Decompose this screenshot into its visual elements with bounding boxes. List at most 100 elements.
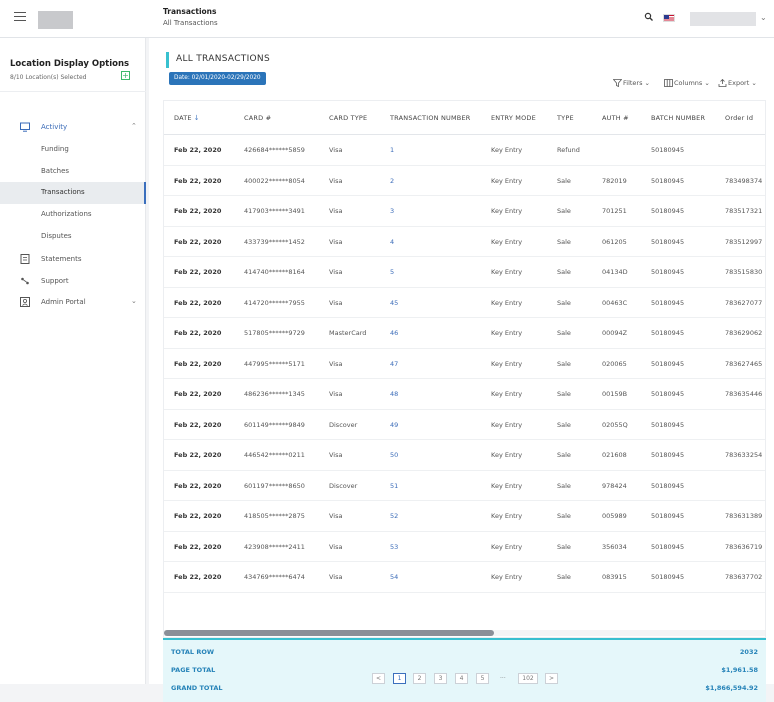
page-2-button[interactable]: 2 xyxy=(413,673,426,684)
chevron-down-icon[interactable]: ⌄ xyxy=(760,13,767,22)
cell-card-number: 601149******9849 xyxy=(244,420,305,429)
grand-total-value: $1,866,594.92 xyxy=(705,684,758,692)
table-row[interactable]: Feb 22, 2020 434769******6474 Visa 54 Key En… xyxy=(164,562,765,593)
cell-auth: 00463C xyxy=(602,298,628,307)
cell-type: Sale xyxy=(557,542,571,551)
table-row[interactable]: Feb 22, 2020 400022******8054 Visa 2 Key Ent… xyxy=(164,166,765,196)
page-total-value: $1,961.58 xyxy=(721,666,758,674)
column-header-entry-mode[interactable]: ENTRY MODE xyxy=(491,114,536,122)
cell-order-id: 783637702 xyxy=(725,573,763,581)
cell-transaction-number[interactable]: 4 xyxy=(390,237,395,246)
cell-transaction-number[interactable]: 53 xyxy=(390,542,399,551)
next-page-button[interactable]: > xyxy=(545,673,558,684)
sidebar-item-label: Statements xyxy=(41,255,82,263)
cell-date: Feb 22, 2020 xyxy=(174,481,222,490)
cell-transaction-number[interactable]: 49 xyxy=(390,420,399,429)
cell-transaction-number[interactable]: 48 xyxy=(390,390,399,398)
column-header-auth[interactable]: AUTH # xyxy=(602,114,629,122)
sidebar-item-transactions[interactable]: Transactions xyxy=(0,182,146,204)
table-row[interactable]: Feb 22, 2020 446542******0211 Visa 50 Key En… xyxy=(164,440,765,471)
columns-button[interactable]: Columns ⌄ xyxy=(664,79,710,87)
column-header-card-type[interactable]: CARD TYPE xyxy=(329,114,368,122)
page-3-button[interactable]: 3 xyxy=(434,673,447,684)
table-row[interactable]: Feb 22, 2020 601197******8650 Discover 51 Ke… xyxy=(164,471,765,501)
sidebar-item-support[interactable]: Support xyxy=(0,271,146,293)
sidebar-item-activity[interactable]: Activity ⌃ xyxy=(0,117,146,139)
table-header: DATE ↓ CARD # CARD TYPE TRANSACTION NUMBE… xyxy=(164,101,765,135)
table-row[interactable]: Feb 22, 2020 417903******3491 Visa 3 Key Ent… xyxy=(164,196,765,227)
page-5-button[interactable]: 5 xyxy=(476,673,489,684)
sidebar-item-disputes[interactable]: Disputes xyxy=(0,226,146,248)
cell-transaction-number[interactable]: 47 xyxy=(390,359,399,368)
table-row[interactable]: Feb 22, 2020 414740******8164 Visa 5 Key Ent… xyxy=(164,257,765,288)
cell-transaction-number[interactable]: 54 xyxy=(390,573,399,581)
columns-icon xyxy=(664,79,673,87)
column-header-card[interactable]: CARD # xyxy=(244,114,272,122)
columns-label: Columns xyxy=(674,79,703,87)
search-icon[interactable] xyxy=(644,12,654,22)
page-4-button[interactable]: 4 xyxy=(455,673,468,684)
last-page-button[interactable]: 102 xyxy=(518,673,538,684)
admin-icon xyxy=(20,297,30,307)
column-header-order-id[interactable]: Order Id xyxy=(725,114,754,122)
sidebar-item-authorizations[interactable]: Authorizations xyxy=(0,204,146,226)
cell-card-type: Visa xyxy=(329,512,343,520)
column-header-date[interactable]: DATE ↓ xyxy=(174,114,200,122)
cell-transaction-number[interactable]: 50 xyxy=(390,451,399,459)
sidebar-item-label: Transactions xyxy=(41,188,85,196)
cell-batch-number: 50180945 xyxy=(651,329,685,337)
cell-card-type: Visa xyxy=(329,451,343,459)
cell-transaction-number[interactable]: 51 xyxy=(390,481,399,490)
date-filter-chip[interactable]: Date: 02/01/2020-02/29/2020 xyxy=(169,72,266,85)
chevron-up-icon: ⌃ xyxy=(131,122,137,130)
filters-button[interactable]: Filters ⌄ xyxy=(613,79,650,87)
table-row[interactable]: Feb 22, 2020 426684******5859 Visa 1 Key Ent… xyxy=(164,135,765,166)
table-row[interactable]: Feb 22, 2020 433739******1452 Visa 4 Key Ent… xyxy=(164,227,765,257)
cell-batch-number: 50180945 xyxy=(651,481,685,490)
menu-icon[interactable] xyxy=(14,12,26,24)
sidebar-item-statements[interactable]: Statements xyxy=(0,249,146,271)
scrollbar-thumb[interactable] xyxy=(164,630,494,636)
cell-type: Sale xyxy=(557,481,571,490)
cell-card-number: 446542******0211 xyxy=(244,451,305,459)
user-menu[interactable] xyxy=(690,12,756,26)
column-header-batch-number[interactable]: BATCH NUMBER xyxy=(651,114,706,122)
section-title: ALL TRANSACTIONS xyxy=(176,54,270,64)
us-flag-icon[interactable] xyxy=(663,14,675,22)
prev-page-button[interactable]: < xyxy=(372,673,385,684)
table-row[interactable]: Feb 22, 2020 601149******9849 Discover 49 Ke… xyxy=(164,410,765,440)
cell-batch-number: 50180945 xyxy=(651,298,685,307)
add-location-button[interactable]: + xyxy=(121,71,130,80)
cell-card-number: 517805******9729 xyxy=(244,329,305,337)
table-row[interactable]: Feb 22, 2020 486236******1345 Visa 48 Key En… xyxy=(164,379,765,410)
divider xyxy=(0,91,146,92)
table-row[interactable]: Feb 22, 2020 423908******2411 Visa 53 Key En… xyxy=(164,532,765,562)
column-header-type[interactable]: TYPE xyxy=(557,114,574,122)
column-header-transaction-number[interactable]: TRANSACTION NUMBER xyxy=(390,114,471,122)
cell-transaction-number[interactable]: 45 xyxy=(390,298,399,307)
cell-transaction-number[interactable]: 52 xyxy=(390,512,399,520)
cell-order-id: 783627077 xyxy=(725,298,763,307)
cell-order-id: 783635446 xyxy=(725,390,763,398)
export-button[interactable]: Export ⌄ xyxy=(718,79,757,87)
table-row[interactable]: Feb 22, 2020 418505******2875 Visa 52 Key En… xyxy=(164,501,765,532)
cell-transaction-number[interactable]: 1 xyxy=(390,146,395,154)
table-row[interactable]: Feb 22, 2020 517805******9729 MasterCard 46… xyxy=(164,318,765,349)
sidebar-item-batches[interactable]: Batches xyxy=(0,161,146,183)
cell-transaction-number[interactable]: 46 xyxy=(390,329,399,337)
cell-entry-mode: Key Entry xyxy=(491,359,523,368)
cell-transaction-number[interactable]: 5 xyxy=(390,268,395,276)
page-1-button[interactable]: 1 xyxy=(393,673,406,684)
cell-transaction-number[interactable]: 2 xyxy=(390,176,395,185)
cell-type: Sale xyxy=(557,390,571,398)
sidebar-item-admin-portal[interactable]: Admin Portal ⌄ xyxy=(0,292,146,314)
cell-card-type: Visa xyxy=(329,542,343,551)
page-title: Transactions xyxy=(163,7,217,16)
table-row[interactable]: Feb 22, 2020 414720******7955 Visa 45 Key En… xyxy=(164,288,765,318)
sort-down-icon[interactable]: ↓ xyxy=(193,114,200,122)
cell-transaction-number[interactable]: 3 xyxy=(390,207,395,215)
cell-card-number: 423908******2411 xyxy=(244,542,305,551)
export-icon xyxy=(718,79,727,87)
sidebar-item-funding[interactable]: Funding xyxy=(0,139,146,161)
table-row[interactable]: Feb 22, 2020 447995******5171 Visa 47 Key En… xyxy=(164,349,765,379)
